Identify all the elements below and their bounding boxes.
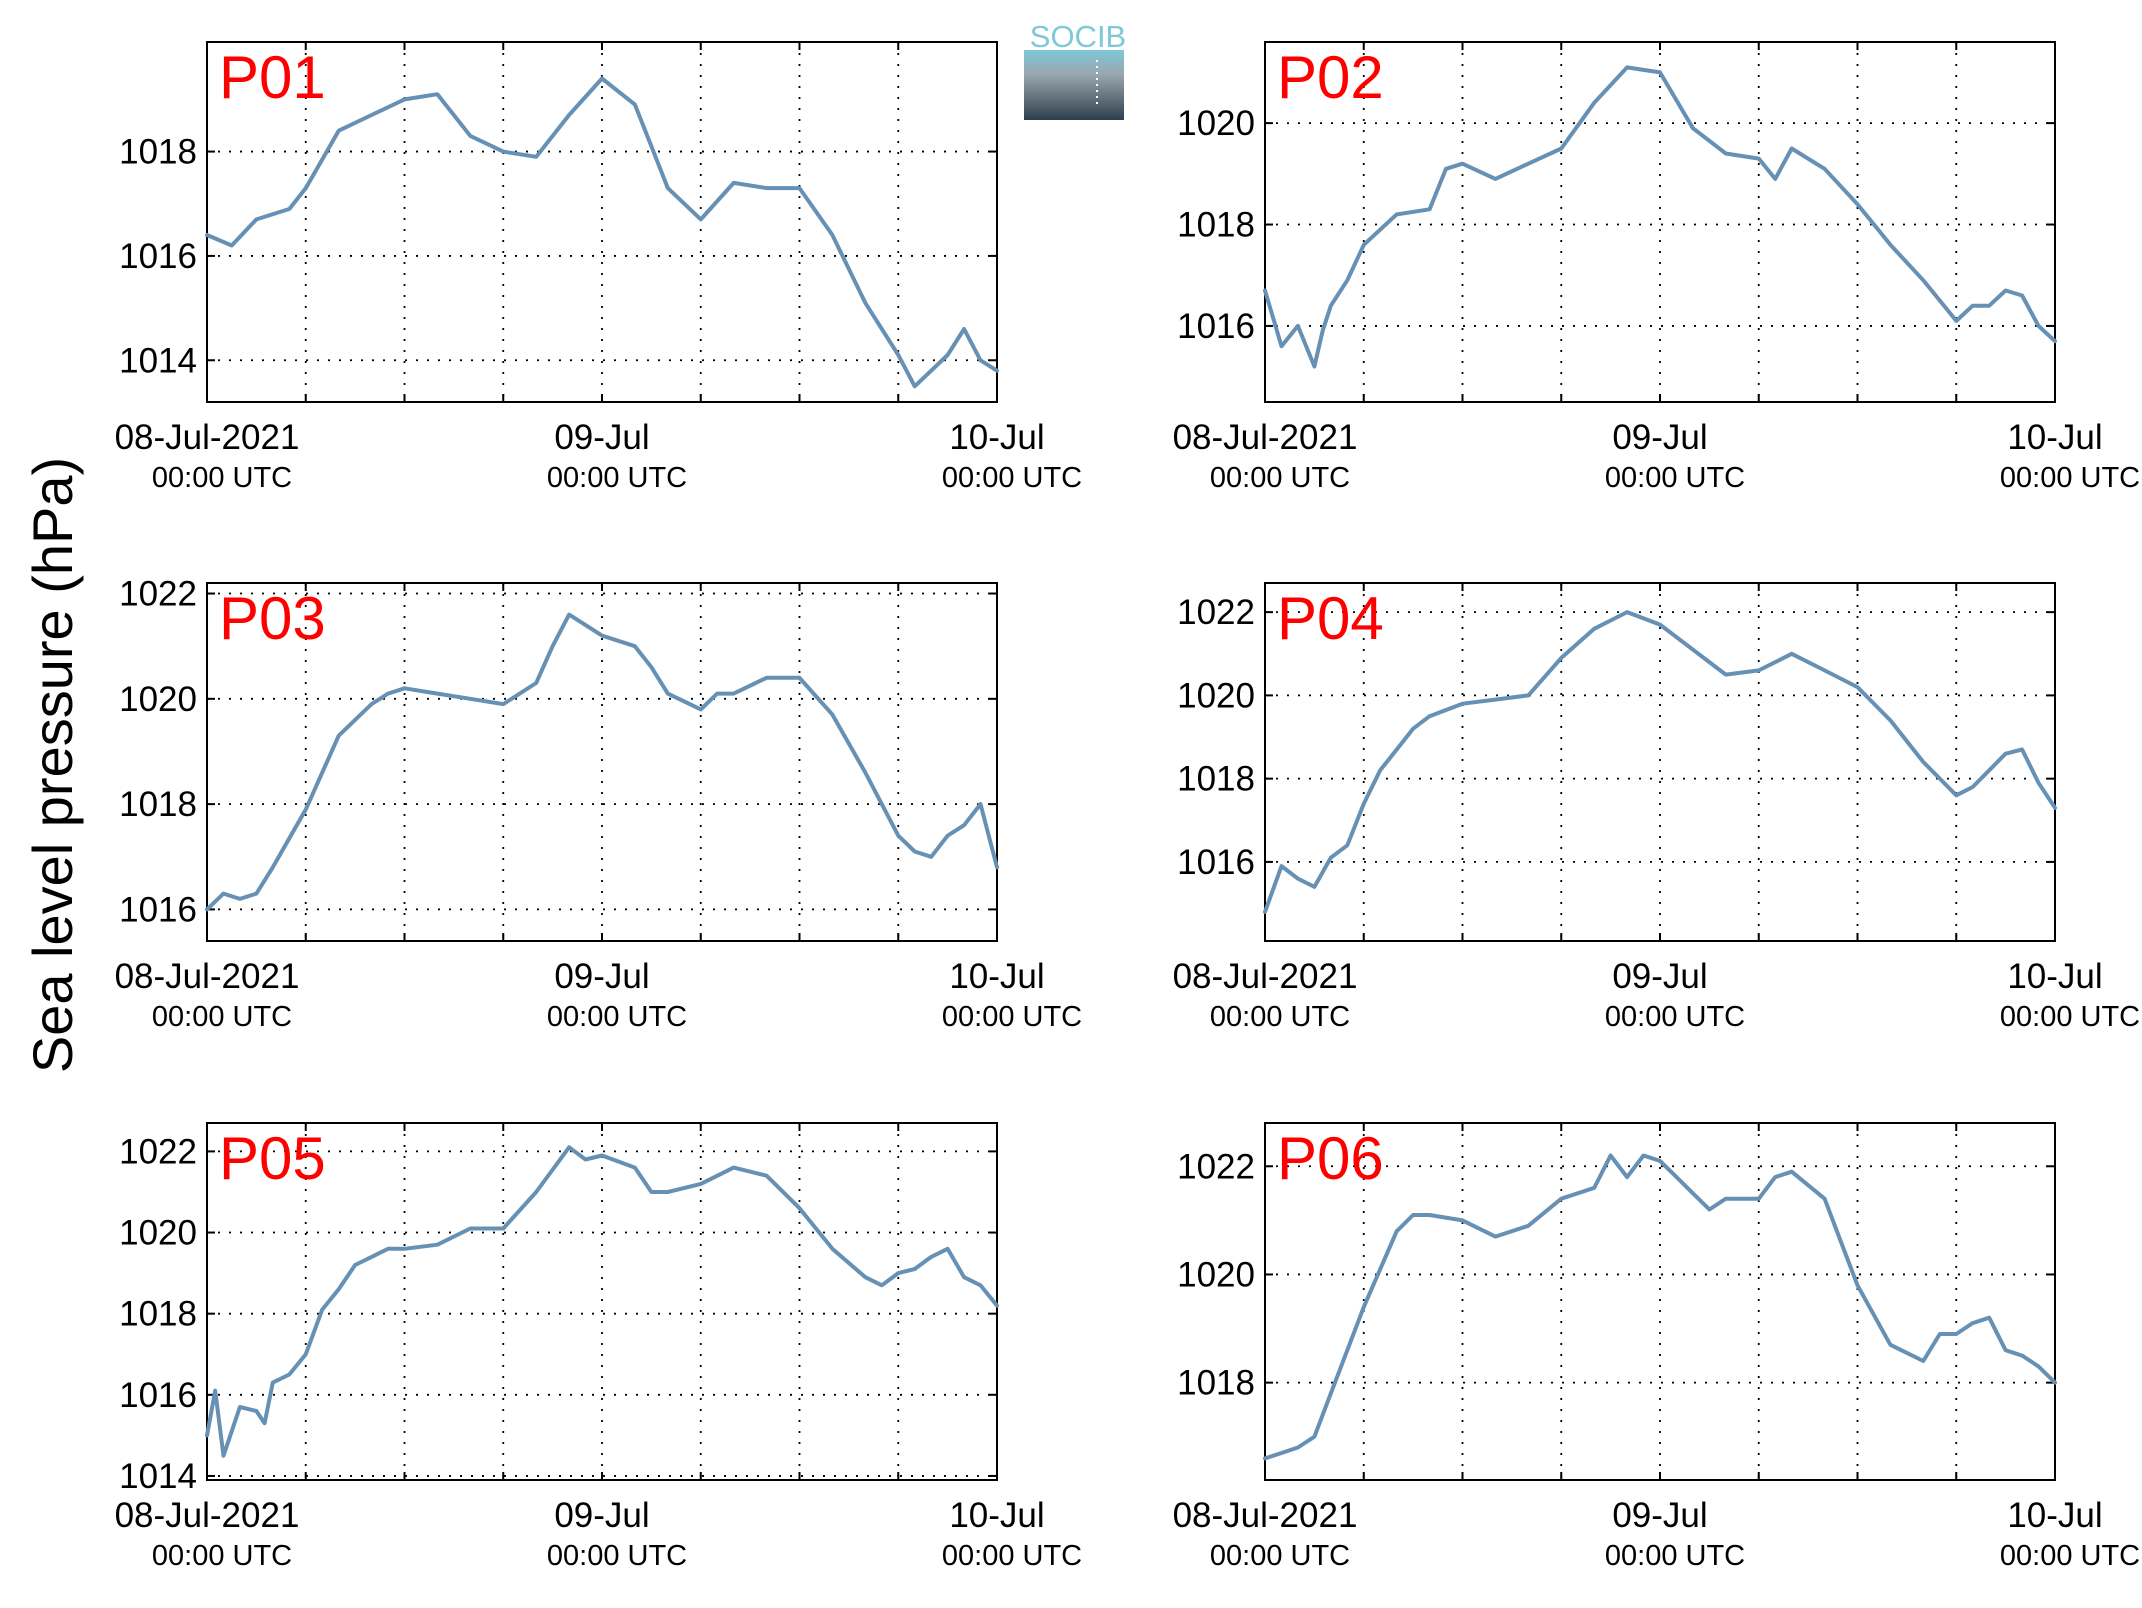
series-line-p06	[1263, 1153, 2057, 1461]
x-tick-sublabel: 00:00 UTC	[547, 1001, 687, 1033]
x-tick-label: 10-Jul	[2007, 1496, 2102, 1535]
x-tick-sublabel: 00:00 UTC	[1210, 1001, 1350, 1033]
y-tick-label: 1020	[119, 680, 197, 719]
y-tick-label: 1020	[119, 1214, 197, 1253]
panel-label-p02: P02	[1277, 44, 1384, 111]
y-tick-label: 1016	[119, 890, 197, 929]
panel-label-p05: P05	[219, 1125, 326, 1192]
panel-label-p01: P01	[219, 44, 326, 111]
x-tick-label: 09-Jul	[1612, 1496, 1707, 1535]
x-tick-label: 09-Jul	[554, 1496, 649, 1535]
y-tick-label: 1020	[1177, 676, 1255, 715]
panels-group: 1014 1016 1018 08-Jul-2021 00:00 UTC 09-Jul 00…	[115, 41, 2140, 1572]
chart-panel-p01: 1014 1016 1018 08-Jul-2021 00:00 UTC 09-Jul 00…	[115, 41, 1082, 494]
x-tick-label: 10-Jul	[2007, 957, 2102, 996]
panel-label-p03: P03	[219, 585, 326, 652]
y-tick-label: 1022	[1177, 1147, 1255, 1186]
chart-panel-p06: 1018 1020 1022 08-Jul-2021 00:00 UTC 09-Jul 00…	[1173, 1122, 2140, 1572]
socib-logo-text: SOCIB	[1030, 19, 1126, 54]
y-tick-label: 1022	[119, 575, 197, 614]
y-tick-label: 1018	[119, 133, 197, 172]
series-line-p03	[205, 612, 999, 912]
x-tick-label: 08-Jul-2021	[1173, 957, 1358, 996]
x-tick-label: 09-Jul	[1612, 957, 1707, 996]
x-tick-sublabel: 00:00 UTC	[1605, 462, 1745, 494]
socib-logo-mark	[1024, 50, 1124, 120]
panel-label-p06: P06	[1277, 1125, 1384, 1192]
panel-label-p04: P04	[1277, 585, 1384, 652]
series-line-p01	[205, 76, 999, 389]
y-tick-label: 1018	[1177, 760, 1255, 799]
x-tick-sublabel: 00:00 UTC	[942, 1001, 1082, 1033]
x-tick-label: 10-Jul	[949, 418, 1044, 457]
y-tick-label: 1016	[119, 1376, 197, 1415]
series-line-p04	[1263, 610, 2057, 914]
x-tick-label: 09-Jul	[554, 418, 649, 457]
x-tick-label: 08-Jul-2021	[115, 418, 300, 457]
x-tick-sublabel: 00:00 UTC	[942, 1540, 1082, 1572]
x-tick-label: 09-Jul	[1612, 418, 1707, 457]
x-tick-sublabel: 00:00 UTC	[1605, 1540, 1745, 1572]
y-tick-label: 1022	[1177, 593, 1255, 632]
x-tick-label: 09-Jul	[554, 957, 649, 996]
x-tick-sublabel: 00:00 UTC	[547, 1540, 687, 1572]
x-tick-sublabel: 00:00 UTC	[2000, 462, 2140, 494]
x-tick-sublabel: 00:00 UTC	[2000, 1001, 2140, 1033]
socib-logo: SOCIB	[1024, 19, 1126, 120]
y-tick-label: 1020	[1177, 104, 1255, 143]
y-tick-label: 1020	[1177, 1255, 1255, 1294]
x-tick-sublabel: 00:00 UTC	[547, 462, 687, 494]
x-tick-sublabel: 00:00 UTC	[1210, 462, 1350, 494]
x-tick-label: 08-Jul-2021	[1173, 1496, 1358, 1535]
x-tick-label: 10-Jul	[2007, 418, 2102, 457]
x-tick-sublabel: 00:00 UTC	[1210, 1540, 1350, 1572]
y-tick-label: 1018	[119, 785, 197, 824]
x-tick-sublabel: 00:00 UTC	[152, 1001, 292, 1033]
y-tick-label: 1014	[119, 1457, 197, 1496]
x-tick-label: 08-Jul-2021	[1173, 418, 1358, 457]
y-axis-label: Sea level pressure (hPa)	[21, 457, 84, 1073]
chart-panel-p05: 1014 1016 1018 1020 1022 08-Jul-2021 00:00 UTC…	[115, 1122, 1082, 1572]
y-tick-label: 1014	[119, 341, 197, 380]
y-tick-label: 1016	[1177, 307, 1255, 346]
x-tick-sublabel: 00:00 UTC	[152, 462, 292, 494]
x-tick-sublabel: 00:00 UTC	[1605, 1001, 1745, 1033]
y-tick-label: 1018	[119, 1295, 197, 1334]
chart-panel-p03: 1016 1018 1020 1022 08-Jul-2021 00:00 UTC 09-J…	[115, 575, 1083, 1033]
x-tick-sublabel: 00:00 UTC	[2000, 1540, 2140, 1572]
x-tick-label: 10-Jul	[949, 957, 1044, 996]
y-tick-label: 1018	[1177, 1364, 1255, 1403]
x-tick-sublabel: 00:00 UTC	[152, 1540, 292, 1572]
series-line-p05	[205, 1145, 999, 1458]
chart-panel-p02: 1016 1018 1020 08-Jul-2021 00:00 UTC 09-Jul 00…	[1173, 41, 2140, 494]
x-tick-label: 10-Jul	[949, 1496, 1044, 1535]
y-tick-label: 1016	[119, 237, 197, 276]
y-tick-label: 1022	[119, 1132, 197, 1171]
y-tick-label: 1018	[1177, 206, 1255, 245]
series-line-p02	[1263, 65, 2057, 369]
y-tick-label: 1016	[1177, 843, 1255, 882]
chart-panel-p04: 1016 1018 1020 1022 08-Jul-2021 00:00 UTC 09-J…	[1173, 582, 2140, 1033]
x-tick-sublabel: 00:00 UTC	[942, 462, 1082, 494]
x-tick-label: 08-Jul-2021	[115, 957, 300, 996]
x-tick-label: 08-Jul-2021	[115, 1496, 300, 1535]
